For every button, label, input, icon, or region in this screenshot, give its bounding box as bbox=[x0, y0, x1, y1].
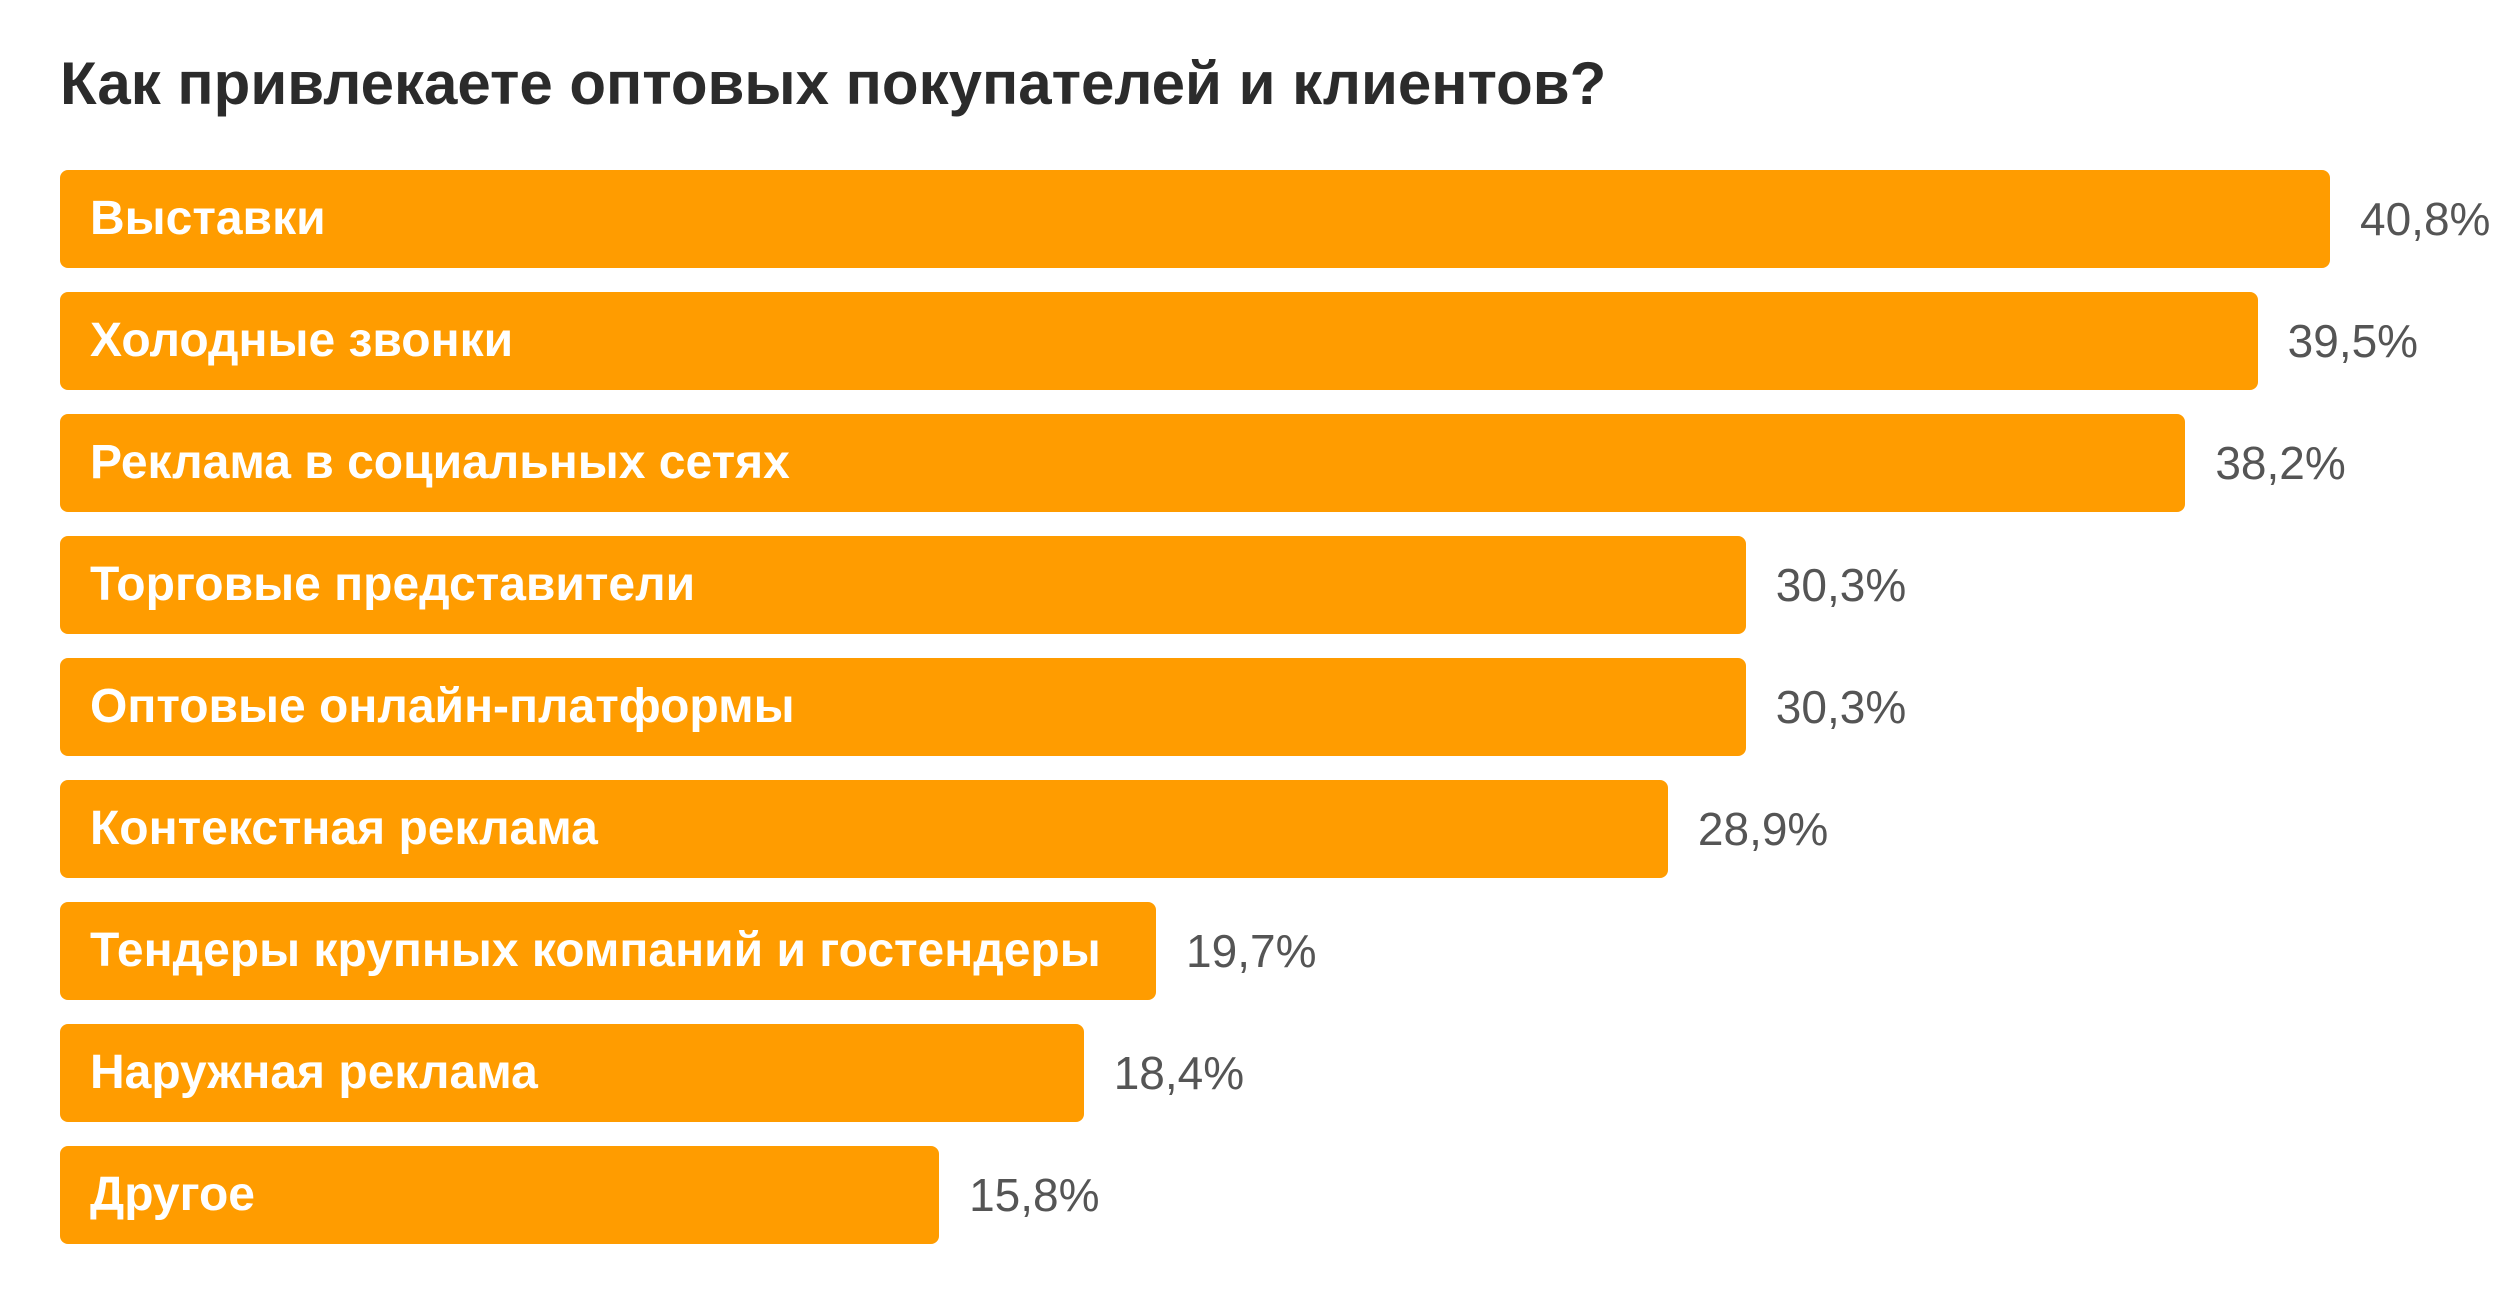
bar-row: Контекстная реклама 28,9% bbox=[60, 780, 2480, 878]
bar-category-label: Тендеры крупных компаний и гостендеры bbox=[90, 924, 1101, 977]
bar: Другое bbox=[60, 1146, 940, 1244]
bar: Наружная реклама bbox=[60, 1024, 1084, 1122]
bar-category-label: Контекстная реклама bbox=[90, 802, 598, 855]
bar-value-label: 30,3% bbox=[1775, 681, 1907, 733]
bar-row: Другое 15,8% bbox=[60, 1146, 2480, 1244]
bar: Реклама в социальных сетях bbox=[60, 414, 2186, 512]
bar-chart: Выставки 40,8% Холодные звонки 39,5% Реклама… bbox=[60, 170, 2490, 1260]
bar-category-label: Другое bbox=[90, 1168, 255, 1221]
bar: Контекстная реклама bbox=[60, 780, 1668, 878]
bar-row: Холодные звонки 39,5% bbox=[60, 292, 2480, 390]
bar-category-label: Холодные звонки bbox=[90, 314, 514, 367]
bar-value-label: 15,8% bbox=[969, 1169, 1100, 1221]
bar-row: Оптовые онлайн-платформы 30,3% bbox=[60, 658, 2480, 756]
bar-value-label: 39,5% bbox=[2287, 315, 2419, 367]
bar-value-label: 28,9% bbox=[1697, 803, 1829, 855]
bar: Выставки bbox=[60, 170, 2330, 268]
bar-category-label: Оптовые онлайн-платформы bbox=[90, 680, 795, 733]
bar-row: Выставки 40,8% bbox=[60, 170, 2490, 268]
bar: Торговые представители bbox=[60, 536, 1746, 634]
bar-row: Тендеры крупных компаний и гостендеры 19,… bbox=[60, 902, 2480, 1000]
bar-value-label: 38,2% bbox=[2215, 437, 2346, 489]
bar-category-label: Выставки bbox=[90, 192, 326, 245]
bar: Тендеры крупных компаний и гостендеры bbox=[60, 902, 1157, 1000]
chart-title: Как привлекаете оптовых покупателей и кл… bbox=[60, 50, 1607, 117]
bar-value-label: 30,3% bbox=[1775, 559, 1907, 611]
bar-value-label: 18,4% bbox=[1113, 1047, 1245, 1099]
bar-category-label: Реклама в социальных сетях bbox=[90, 436, 790, 489]
bar-value-label: 40,8% bbox=[2360, 193, 2491, 245]
bar: Оптовые онлайн-платформы bbox=[60, 658, 1746, 756]
bar-row: Торговые представители 30,3% bbox=[60, 536, 2480, 634]
bar-category-label: Торговые представители bbox=[90, 558, 696, 611]
bar-row: Реклама в социальных сетях 38,2% bbox=[60, 414, 2480, 512]
bar-row: Наружная реклама 18,4% bbox=[60, 1024, 2480, 1122]
bar-value-label: 19,7% bbox=[1186, 925, 1317, 977]
bar: Холодные звонки bbox=[60, 292, 2258, 390]
bar-category-label: Наружная реклама bbox=[90, 1046, 538, 1099]
